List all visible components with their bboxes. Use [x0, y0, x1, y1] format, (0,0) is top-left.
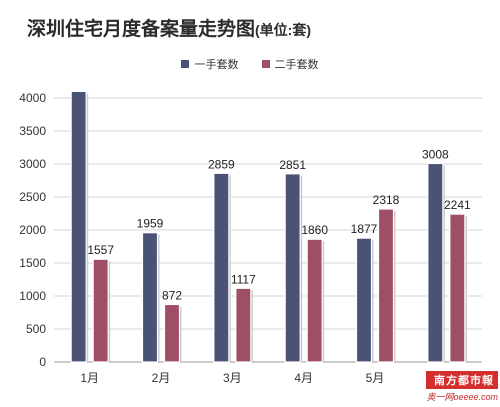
- y-tick-label: 500: [26, 322, 46, 336]
- data-label: 1959: [137, 217, 164, 231]
- y-tick-label: 2000: [19, 223, 46, 237]
- x-tick-label: 2月: [152, 371, 171, 385]
- y-tick-label: 0: [39, 355, 46, 369]
- bar-first-hand: [427, 162, 444, 363]
- legend-label-1: 二手套数: [274, 59, 319, 71]
- legend-item-0: 一手套数: [181, 56, 238, 72]
- data-label: 2851: [279, 158, 306, 172]
- data-label: 1557: [87, 243, 114, 257]
- data-label: 2859: [208, 157, 235, 171]
- bar-first-hand: [213, 172, 230, 363]
- bar-second-hand: [235, 287, 252, 363]
- bar-second-hand: [306, 238, 323, 363]
- logo-subtitle: 奥一网oeeee.com: [426, 392, 498, 402]
- bar-first-hand: [284, 173, 301, 363]
- x-tick-label: 4月: [294, 371, 313, 385]
- data-label: 1117: [231, 272, 256, 286]
- y-tick-label: 1000: [19, 289, 46, 303]
- bar-second-hand: [92, 258, 109, 363]
- bar-second-hand: [163, 303, 181, 363]
- legend-swatch-0: [181, 60, 190, 68]
- chart-title: 深圳住宅月度备案量走势图(单位:套): [27, 14, 311, 41]
- data-label: 3008: [422, 147, 449, 161]
- legend-item-1: 二手套数: [261, 56, 319, 72]
- newspaper-logo: 南方都市報 奥一网oeeee.com: [426, 371, 498, 403]
- x-tick-label: 1月: [80, 371, 99, 385]
- bar-first-hand: [355, 237, 373, 363]
- data-label: 1877: [351, 222, 378, 236]
- title-text: 深圳住宅月度备案量走势图: [27, 19, 256, 40]
- x-tick-label: 5月: [366, 371, 385, 385]
- legend: 一手套数 二手套数: [0, 56, 500, 72]
- bar-first-hand: [141, 232, 159, 363]
- y-tick-label: 4000: [19, 91, 46, 105]
- legend-swatch-1: [261, 60, 270, 68]
- data-label: 2241: [444, 198, 471, 212]
- title-unit: (单位:套): [255, 22, 312, 38]
- x-tick-label: 3月: [223, 371, 242, 385]
- y-tick-label: 3500: [19, 124, 46, 138]
- data-label: 2318: [373, 193, 400, 207]
- bar-second-hand: [449, 213, 466, 363]
- data-label: 872: [162, 288, 182, 302]
- bar-second-hand: [377, 208, 395, 363]
- bar-first-hand: [70, 90, 87, 363]
- y-tick-label: 1500: [19, 256, 46, 270]
- logo-title: 南方都市報: [426, 371, 498, 389]
- y-tick-label: 3000: [19, 157, 46, 171]
- data-label: 1860: [301, 223, 328, 237]
- y-tick-label: 2500: [19, 190, 46, 204]
- legend-label-0: 一手套数: [194, 59, 239, 71]
